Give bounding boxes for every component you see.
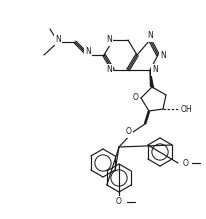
Text: OH: OH (180, 104, 192, 113)
Text: O: O (183, 159, 189, 168)
Polygon shape (150, 70, 153, 88)
Text: N: N (152, 65, 158, 74)
Text: N: N (106, 65, 112, 74)
Text: O: O (116, 198, 122, 207)
Text: N: N (106, 35, 112, 44)
Text: N: N (85, 48, 91, 57)
Text: N: N (147, 32, 153, 41)
Text: N: N (55, 35, 61, 44)
Text: O: O (126, 127, 132, 136)
Text: O: O (133, 94, 139, 102)
Text: N: N (160, 51, 166, 60)
